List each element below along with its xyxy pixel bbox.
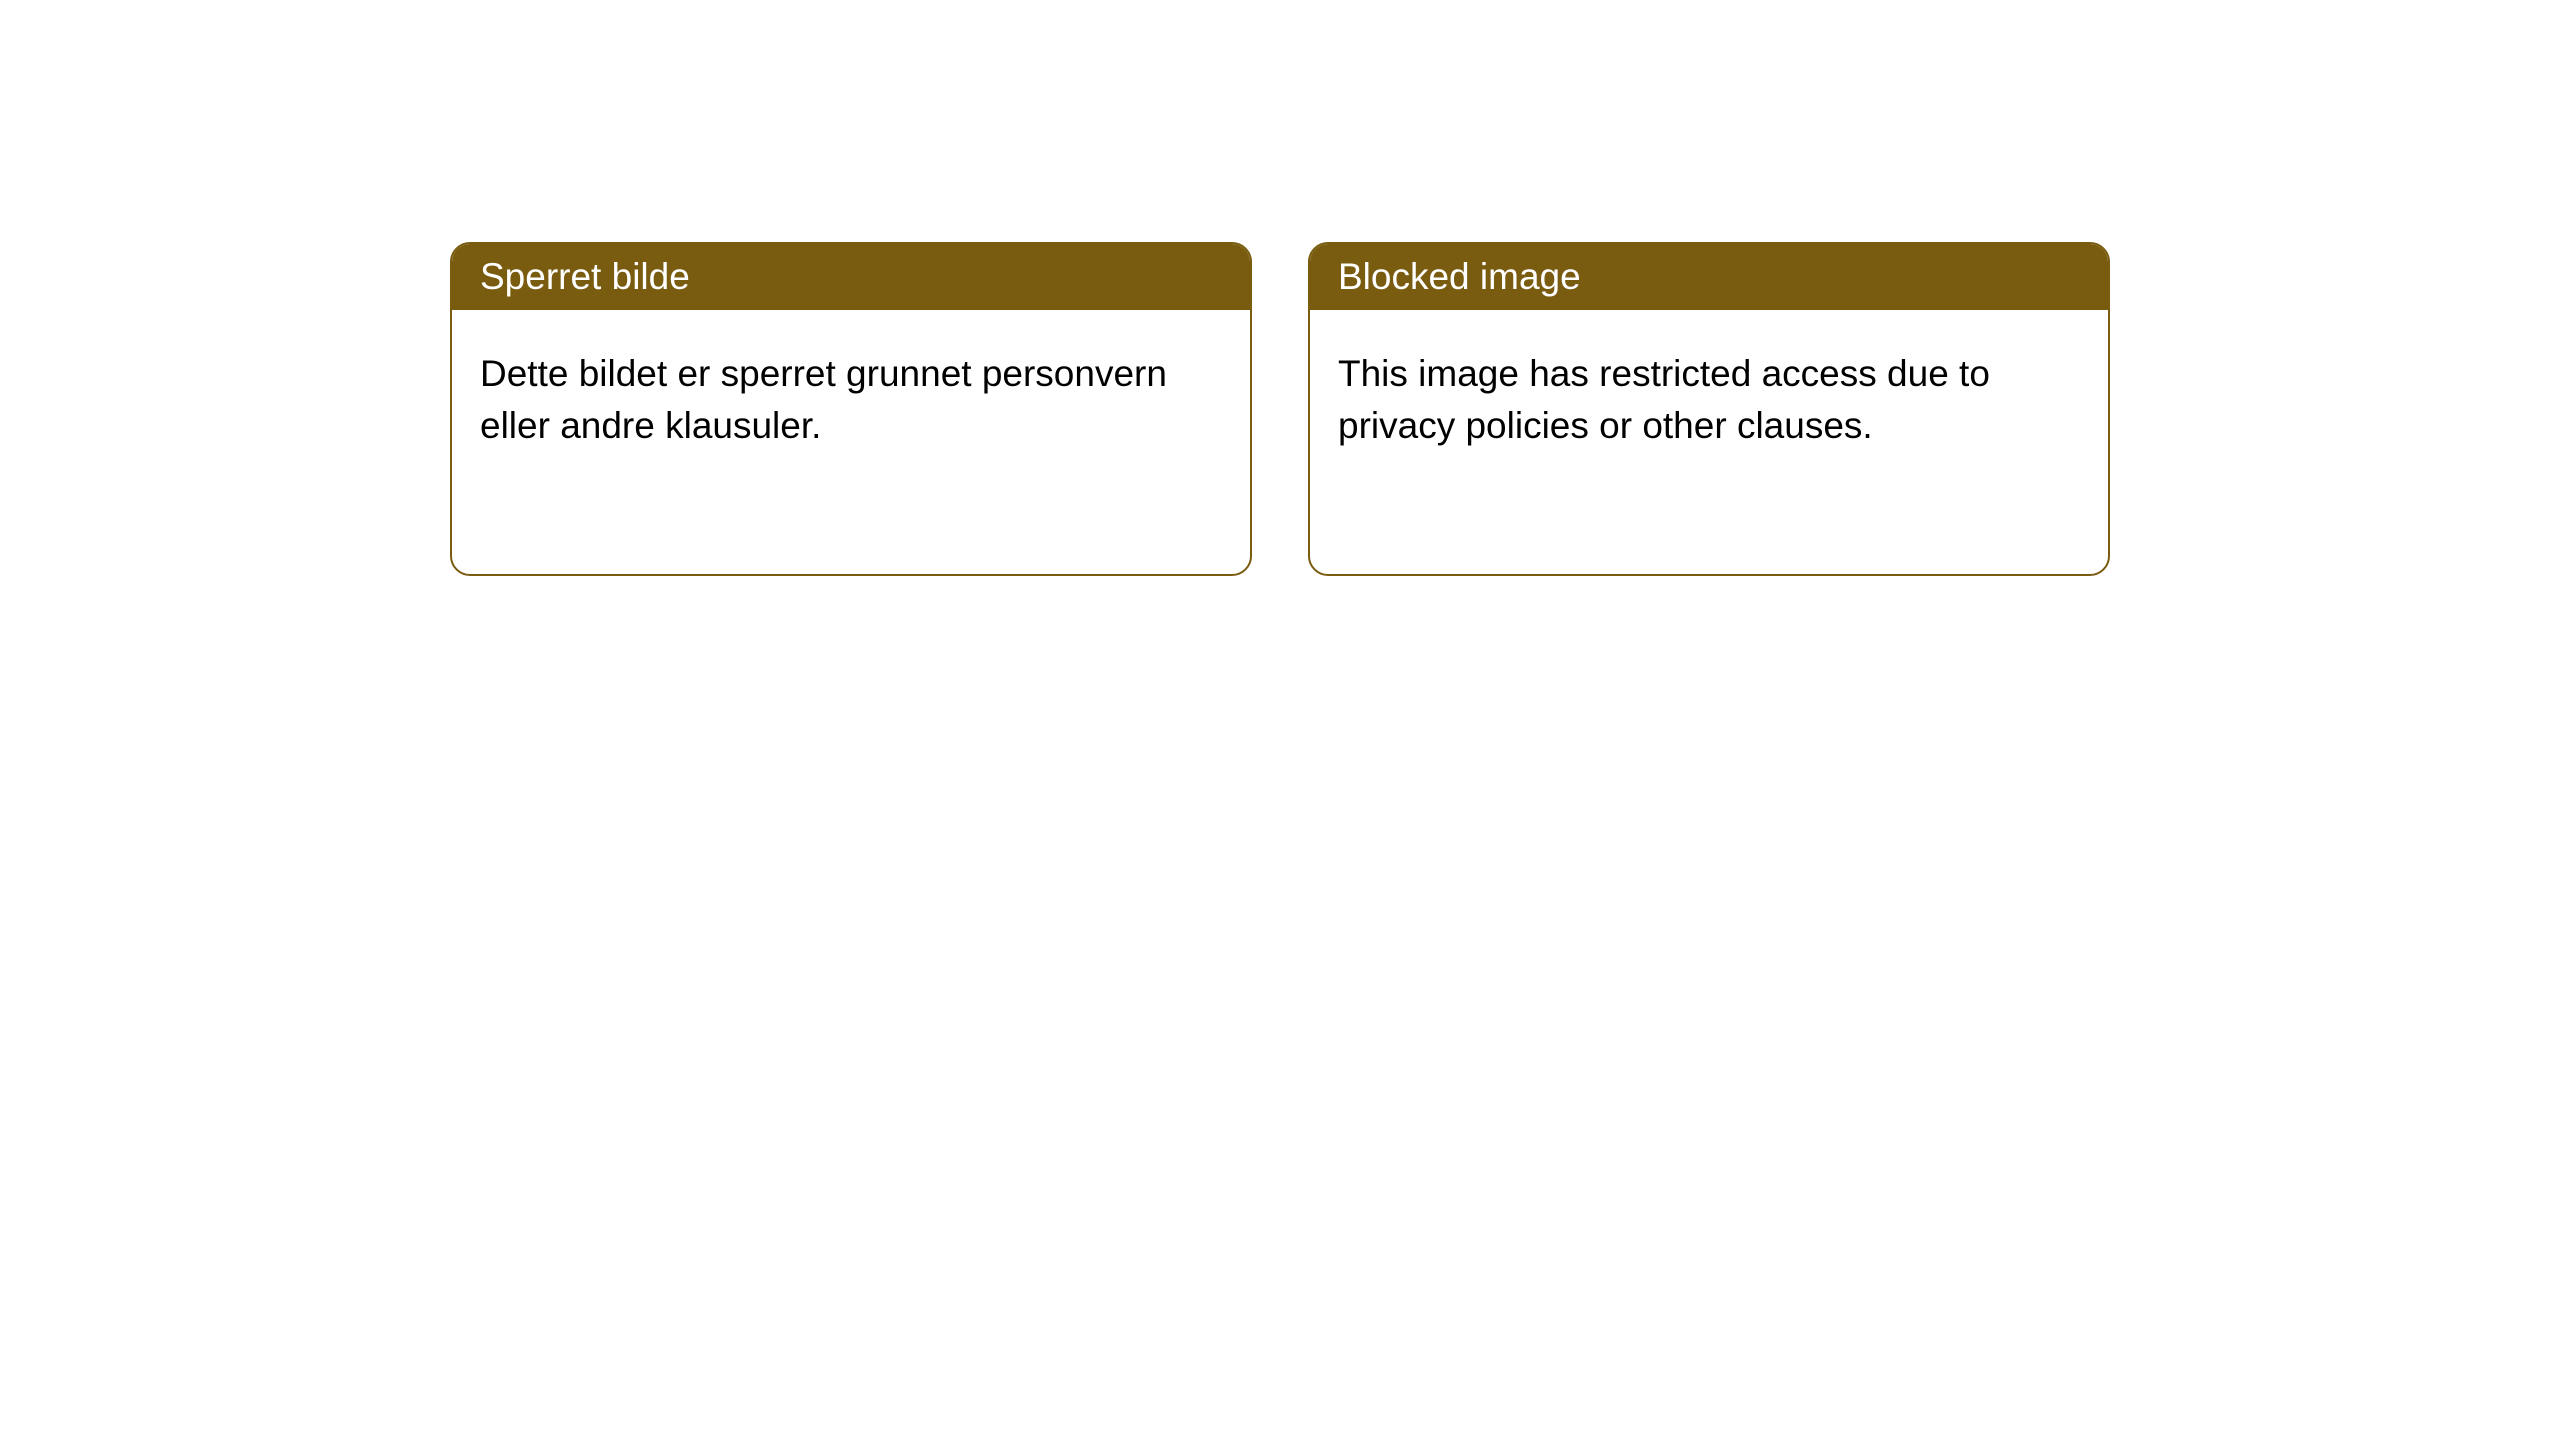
card-title: Blocked image [1338,256,1581,297]
blocked-image-card-no: Sperret bilde Dette bildet er sperret gr… [450,242,1252,576]
card-body-text: Dette bildet er sperret grunnet personve… [480,353,1167,446]
cards-container: Sperret bilde Dette bildet er sperret gr… [0,0,2560,576]
blocked-image-card-en: Blocked image This image has restricted … [1308,242,2110,576]
card-header: Blocked image [1310,244,2108,310]
card-body: This image has restricted access due to … [1310,310,2108,490]
card-header: Sperret bilde [452,244,1250,310]
card-body-text: This image has restricted access due to … [1338,353,1990,446]
card-body: Dette bildet er sperret grunnet personve… [452,310,1250,490]
card-title: Sperret bilde [480,256,690,297]
